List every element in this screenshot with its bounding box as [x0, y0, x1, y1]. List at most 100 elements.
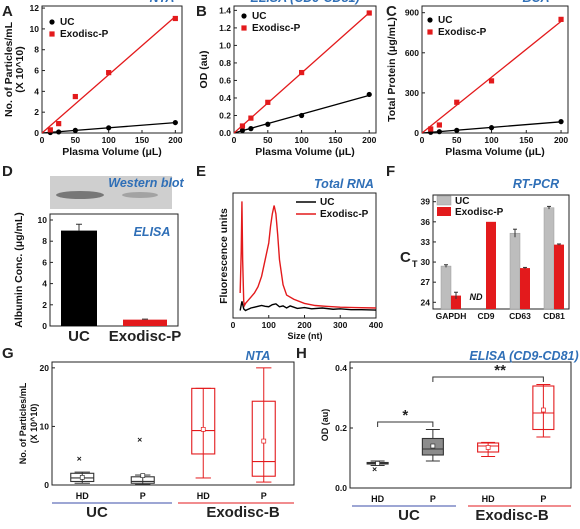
- y-axis-label: C: [400, 249, 411, 266]
- x-tick-label: 50: [263, 135, 273, 145]
- legend-label-uc: UC: [320, 197, 334, 208]
- category-label: HD: [76, 491, 89, 501]
- legend-marker-uc: [241, 13, 247, 19]
- data-point-exodisc: [366, 10, 372, 16]
- category-label: CD81: [543, 311, 565, 321]
- significance-bracket: [377, 421, 434, 427]
- panel-letter-d: D: [2, 163, 13, 180]
- bar-exodisc: [486, 221, 496, 309]
- y-axis-label-2: (X 10^10): [14, 46, 26, 92]
- plot-frame: [421, 5, 569, 134]
- panel-d: Western blot 0 2 4 6 8 10 Albumin Conc. (μg/mL)…: [13, 176, 185, 345]
- data-point-uc: [172, 119, 178, 126]
- y-tick-label: 10: [40, 421, 50, 431]
- data-point-exodisc: [454, 99, 460, 105]
- category-label: GAPDH: [436, 311, 467, 321]
- x-axis-label: Plasma Volume (μL): [255, 146, 355, 158]
- fit-line-exodisc: [421, 20, 562, 134]
- chart-title: BCA: [522, 0, 549, 5]
- y-tick-label: 0.8: [219, 58, 231, 68]
- y-tick-label: 12: [30, 3, 40, 13]
- y-axis-label: Fluorescence units: [218, 208, 230, 304]
- data-point-uc: [106, 125, 112, 131]
- data-point-uc: [488, 125, 495, 131]
- blot-band-uc: [56, 191, 104, 199]
- legend-swatch-exodisc: [437, 207, 451, 216]
- bar-exodisc: [123, 319, 167, 326]
- x-tick-label: 300: [333, 320, 347, 330]
- y-tick-label: 1.4: [219, 5, 231, 15]
- panel-c: 0 50 100 150 200 0 300 600 900 Plasma Volume (μL)…: [386, 0, 569, 158]
- plot-frame: [432, 194, 570, 310]
- panel-g: 0 10 20 No. of Particles/mL (X 10^10) NTA × HD ×…: [18, 349, 295, 521]
- data-point-uc: [454, 127, 460, 133]
- panel-letter-g: G: [2, 345, 14, 362]
- category-label: CD63: [509, 311, 531, 321]
- panel-e: 0 100 200 300 400 Size (nt) Fluorescence units…: [218, 177, 383, 341]
- y-axis-label: OD (au): [198, 51, 210, 89]
- data-point-exodisc: [239, 123, 246, 129]
- chart-title: NTA: [246, 349, 271, 363]
- legend-label-exodisc: Exodisc-P: [60, 29, 109, 40]
- y-tick-label: 20: [40, 363, 50, 373]
- y-tick-label: 10: [38, 215, 48, 225]
- y-tick-label: 24: [421, 297, 431, 307]
- x-axis-label: Size (nt): [288, 331, 323, 341]
- chart-title: RT-PCR: [513, 177, 559, 191]
- data-point-exodisc: [56, 121, 62, 127]
- data-point-exodisc: [47, 127, 53, 133]
- mean-marker: [485, 445, 491, 450]
- panel-letter-f: F: [386, 163, 395, 180]
- y-axis-label: OD (au): [320, 409, 330, 442]
- y-tick-label: 0.4: [335, 363, 347, 373]
- bar-uc: [440, 265, 452, 310]
- y-tick-label: 900: [405, 8, 419, 18]
- panel-letter-a: A: [2, 3, 13, 20]
- category-label: CD9: [477, 311, 494, 321]
- data-point-exodisc: [172, 15, 178, 22]
- panel-h: 0.00.20.4OD (au)ELISA (CD9-CD81)×HD P HD PU…: [320, 349, 579, 524]
- x-tick-label: 200: [554, 135, 568, 145]
- x-axis-label: Plasma Volume (μL): [62, 146, 162, 158]
- plot-frame: [51, 361, 295, 486]
- panel-b: 0 50 100 150 200 0.0 0.2 0.4 0.6 0.8 1.0 1.2 1.4 Plas…: [198, 0, 377, 158]
- box: [532, 385, 555, 431]
- x-tick-label: 0: [232, 135, 237, 145]
- mean-marker: [79, 475, 85, 480]
- y-axis-label: Total Protein (μg/mL): [386, 17, 398, 122]
- chart-title: Total RNA: [314, 177, 374, 191]
- y-tick-label: 30: [421, 257, 431, 267]
- plot-frame: [233, 5, 377, 134]
- data-point-uc: [265, 121, 271, 127]
- box: [251, 400, 276, 477]
- bar-exodisc: [554, 244, 564, 309]
- x-tick-label: 400: [369, 320, 383, 330]
- mean-marker: [430, 443, 436, 449]
- y-tick-label: 4: [42, 279, 47, 289]
- y-tick-label: 300: [405, 88, 419, 98]
- data-point-exodisc: [106, 70, 112, 76]
- legend-marker-uc: [49, 19, 55, 25]
- data-point-exodisc: [299, 69, 305, 76]
- group-label-exodisc: Exodisc-B: [475, 507, 549, 524]
- y-tick-label: 0.2: [335, 423, 347, 433]
- outlier-marker: ×: [77, 454, 82, 464]
- plot-frame: [349, 361, 572, 489]
- y-tick-label: 8: [42, 236, 47, 246]
- nd-annotation: ND: [470, 292, 483, 302]
- panel-a: 0 50 100 150 200 0 2 4 6 8 10 12 Plasma Volume (μL) N…: [3, 0, 183, 158]
- chart-title: NTA: [150, 0, 175, 5]
- y-tick-label: 0: [34, 128, 39, 138]
- category-label: HD: [371, 494, 384, 504]
- x-axis-label: Plasma Volume (μL): [445, 146, 545, 158]
- x-tick-label: 50: [452, 135, 462, 145]
- y-tick-label: 2: [34, 107, 39, 117]
- y-axis-label: No. of Particles/mL: [18, 382, 28, 464]
- significance-marker: *: [402, 407, 408, 424]
- y-tick-label: 6: [34, 66, 39, 76]
- data-point-uc: [248, 126, 254, 132]
- series-line-uc: [239, 301, 377, 312]
- category-label-uc: UC: [68, 328, 90, 345]
- x-tick-label: 150: [519, 135, 533, 145]
- x-tick-label: 200: [362, 135, 376, 145]
